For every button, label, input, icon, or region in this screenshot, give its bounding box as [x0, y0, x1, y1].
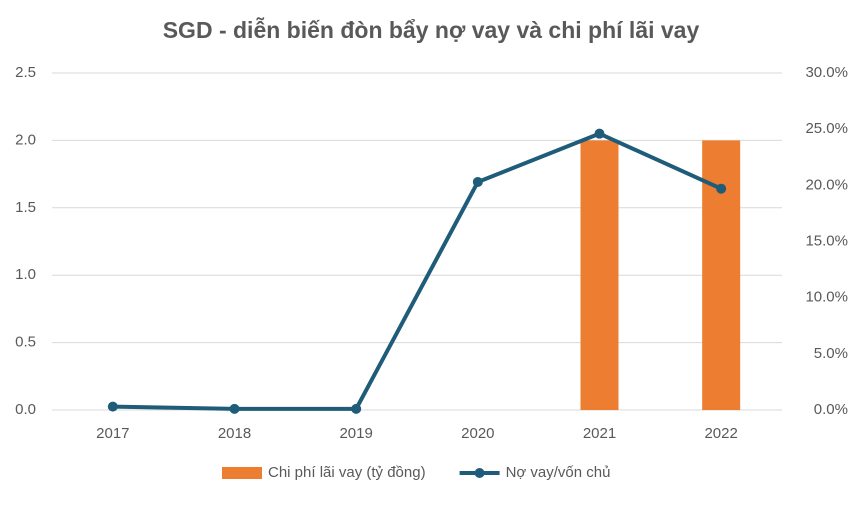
line-marker	[351, 403, 362, 414]
x-tick-label: 2022	[704, 425, 737, 442]
y2-tick-label: 25.0%	[805, 120, 848, 137]
y2-tick-label: 5.0%	[814, 345, 848, 362]
y-tick-label: 0.0	[15, 401, 36, 418]
x-tick-label: 2019	[339, 425, 372, 442]
x-tick-label: 2017	[96, 425, 129, 442]
legend-swatch	[222, 467, 262, 479]
line-marker	[594, 128, 605, 139]
y-tick-label: 1.0	[15, 266, 36, 283]
y2-tick-label: 0.0%	[814, 401, 848, 418]
bar	[580, 140, 619, 410]
y2-tick-label: 15.0%	[805, 232, 848, 249]
legend-label: Chi phí lãi vay (tỷ đồng)	[268, 464, 426, 481]
x-tick-label: 2018	[218, 425, 251, 442]
y-tick-label: 1.5	[15, 199, 36, 216]
y2-tick-label: 20.0%	[805, 176, 848, 193]
legend-label: Nợ vay/vốn chủ	[506, 464, 611, 481]
line-marker	[229, 403, 240, 414]
y-tick-label: 2.0	[15, 131, 36, 148]
line-marker	[107, 401, 118, 412]
line-marker	[472, 176, 483, 187]
y-tick-label: 0.5	[15, 334, 36, 351]
line-marker	[716, 183, 727, 194]
y-tick-label: 2.5	[15, 64, 36, 81]
y2-tick-label: 30.0%	[805, 64, 848, 81]
chart-title: SGD - diễn biến đòn bẩy nợ vay và chi ph…	[163, 16, 700, 43]
x-tick-label: 2020	[461, 425, 494, 442]
y2-tick-label: 10.0%	[805, 289, 848, 306]
line	[112, 131, 722, 411]
legend-swatch	[474, 468, 485, 478]
x-tick-label: 2021	[583, 425, 616, 442]
